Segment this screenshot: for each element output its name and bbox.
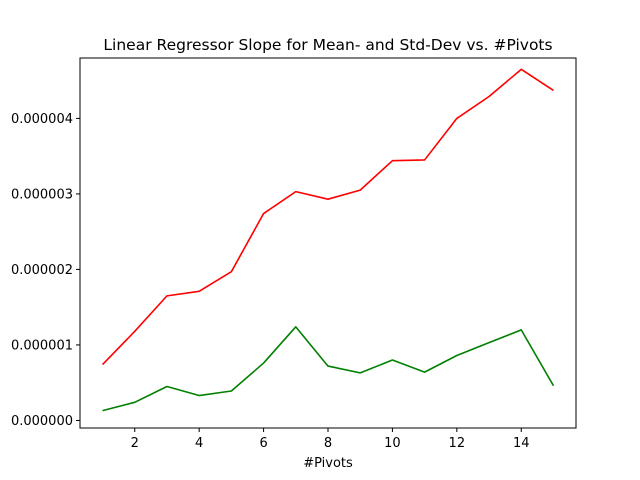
y-tick-label: 0.000002	[11, 263, 73, 278]
x-tick-label: 12	[449, 436, 466, 451]
y-axis: 0.000000 0.000001 0.000002 0.000003 0.000004	[11, 112, 80, 429]
x-tick-label: 4	[195, 436, 203, 451]
x-tick-label: 8	[324, 436, 332, 451]
plot-lines	[101, 68, 555, 412]
x-tick-label: 2	[131, 436, 139, 451]
y-tick-label: 0.000004	[11, 112, 73, 127]
chart-title: Linear Regressor Slope for Mean- and Std…	[103, 36, 552, 54]
x-tick-label: 10	[384, 436, 401, 451]
series-line-1	[102, 326, 555, 412]
y-tick-label: 0.000003	[11, 187, 73, 202]
y-tick-label: 0.000000	[11, 414, 73, 429]
plot-frame	[79, 57, 577, 429]
series-line-0	[101, 68, 554, 366]
x-tick-label: 14	[513, 436, 530, 451]
x-axis-label: #Pivots	[303, 456, 353, 471]
x-tick-label: 6	[259, 436, 267, 451]
y-tick-label: 0.000001	[11, 338, 73, 353]
x-axis: 2 4 6 8 10 12 14	[131, 428, 530, 451]
